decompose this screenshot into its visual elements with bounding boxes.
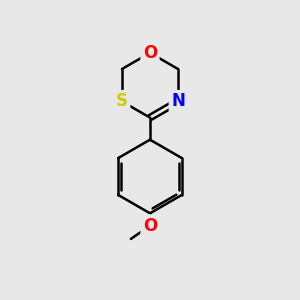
Text: N: N (171, 92, 185, 110)
Text: O: O (143, 44, 157, 62)
Text: O: O (143, 217, 157, 235)
Text: S: S (116, 92, 128, 110)
